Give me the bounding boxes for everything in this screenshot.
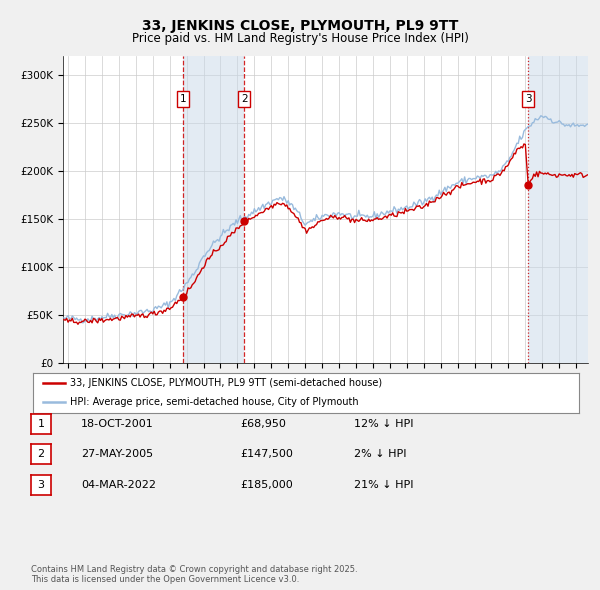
Text: 2% ↓ HPI: 2% ↓ HPI bbox=[354, 450, 407, 459]
Bar bbox=[528, 56, 588, 363]
Text: 12% ↓ HPI: 12% ↓ HPI bbox=[354, 419, 413, 428]
Text: HPI: Average price, semi-detached house, City of Plymouth: HPI: Average price, semi-detached house,… bbox=[70, 397, 359, 407]
Text: 2: 2 bbox=[241, 94, 248, 104]
Text: 3: 3 bbox=[38, 480, 44, 490]
Text: 1: 1 bbox=[180, 94, 187, 104]
Text: £147,500: £147,500 bbox=[240, 450, 293, 459]
Text: Price paid vs. HM Land Registry's House Price Index (HPI): Price paid vs. HM Land Registry's House … bbox=[131, 32, 469, 45]
Text: Contains HM Land Registry data © Crown copyright and database right 2025.
This d: Contains HM Land Registry data © Crown c… bbox=[31, 565, 358, 584]
Text: 3: 3 bbox=[525, 94, 532, 104]
Text: 04-MAR-2022: 04-MAR-2022 bbox=[81, 480, 156, 490]
Text: 2: 2 bbox=[38, 450, 44, 459]
Text: £68,950: £68,950 bbox=[240, 419, 286, 428]
Bar bbox=[183, 56, 244, 363]
Text: 18-OCT-2001: 18-OCT-2001 bbox=[81, 419, 154, 428]
Text: 1: 1 bbox=[38, 419, 44, 428]
Text: 33, JENKINS CLOSE, PLYMOUTH, PL9 9TT: 33, JENKINS CLOSE, PLYMOUTH, PL9 9TT bbox=[142, 19, 458, 33]
Text: 27-MAY-2005: 27-MAY-2005 bbox=[81, 450, 153, 459]
Text: £185,000: £185,000 bbox=[240, 480, 293, 490]
Text: 21% ↓ HPI: 21% ↓ HPI bbox=[354, 480, 413, 490]
Text: 33, JENKINS CLOSE, PLYMOUTH, PL9 9TT (semi-detached house): 33, JENKINS CLOSE, PLYMOUTH, PL9 9TT (se… bbox=[70, 378, 382, 388]
